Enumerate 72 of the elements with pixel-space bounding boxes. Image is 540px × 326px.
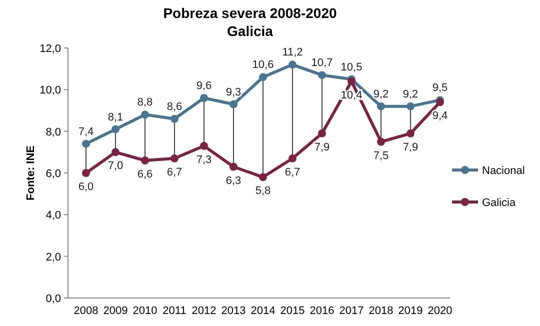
y-tick-label: 12,0 (40, 43, 61, 55)
point (406, 129, 414, 138)
data-label: 9,6 (196, 80, 212, 92)
point (288, 154, 296, 162)
data-label: 10,7 (311, 57, 333, 70)
point (200, 142, 208, 150)
data-label: 7,9 (314, 141, 330, 154)
data-label: 9,3 (226, 86, 242, 98)
point (318, 71, 326, 80)
y-tick-label: 10,0 (40, 84, 61, 97)
y-tick-label: 8,0 (46, 126, 61, 138)
point (112, 125, 120, 134)
data-label: 8,1 (108, 111, 124, 124)
point (377, 102, 385, 110)
x-tick-label: 2009 (103, 305, 128, 317)
data-label: 10,5 (340, 61, 362, 74)
data-label: 8,6 (166, 100, 182, 113)
chart-subtitle: Galicia (227, 23, 274, 39)
point (170, 154, 178, 162)
y-tick-label: 6,0 (46, 168, 61, 180)
data-label: 9,2 (373, 88, 389, 100)
y-tick-label: 0,0 (46, 293, 61, 305)
point (406, 102, 414, 110)
x-tick-label: 2017 (339, 305, 364, 317)
x-tick-label: 2018 (368, 305, 394, 317)
point (259, 73, 267, 82)
data-label: 7,0 (108, 160, 124, 172)
point (82, 169, 90, 177)
y-tick-label: 2,0 (46, 251, 61, 264)
data-label: 6,6 (137, 168, 153, 180)
chart-title: Pobreza severa 2008-2020 (163, 5, 337, 21)
data-label: 8,8 (137, 96, 153, 109)
x-tick-label: 2014 (250, 305, 276, 317)
x-tick-label: 2010 (132, 305, 158, 317)
point (230, 162, 238, 171)
x-tick-label: 2013 (221, 305, 246, 317)
x-tick-label: 2020 (428, 305, 452, 317)
point (318, 129, 326, 138)
point (170, 114, 178, 123)
x-tick-label: 2016 (310, 305, 334, 317)
data-label: 11,2 (282, 46, 303, 59)
data-label: 10,6 (252, 59, 274, 72)
y-tick-label: 4,0 (46, 210, 61, 222)
point (259, 173, 267, 182)
point (288, 60, 296, 69)
data-label: 6,3 (226, 174, 242, 187)
point (377, 138, 385, 146)
point (200, 94, 208, 102)
point (141, 156, 149, 164)
data-label: 9,2 (402, 88, 418, 100)
x-tick-label: 2015 (280, 305, 305, 317)
data-label: 7,9 (402, 141, 418, 154)
data-label: 9,5 (432, 82, 448, 94)
data-label: 6,7 (284, 166, 300, 178)
point (230, 100, 238, 108)
data-label: 7,5 (373, 150, 389, 162)
x-tick-label: 2019 (398, 305, 423, 317)
point (112, 148, 120, 156)
x-tick-label: 2012 (192, 305, 216, 317)
data-label: 6,7 (166, 166, 182, 178)
y-axis-title: Fonte: INE (25, 146, 37, 200)
data-label: 5,8 (255, 185, 271, 198)
data-label: 7,3 (196, 154, 212, 166)
data-label: 9,4 (432, 110, 448, 122)
x-tick-label: 2011 (162, 305, 186, 317)
data-label: 6,0 (78, 181, 94, 193)
point (141, 110, 149, 119)
legend-label: Galicia (482, 197, 517, 209)
x-tick-label: 2008 (74, 305, 98, 317)
data-label: 7,4 (78, 126, 94, 138)
point (82, 140, 90, 148)
legend-label: Nacional (482, 165, 525, 177)
